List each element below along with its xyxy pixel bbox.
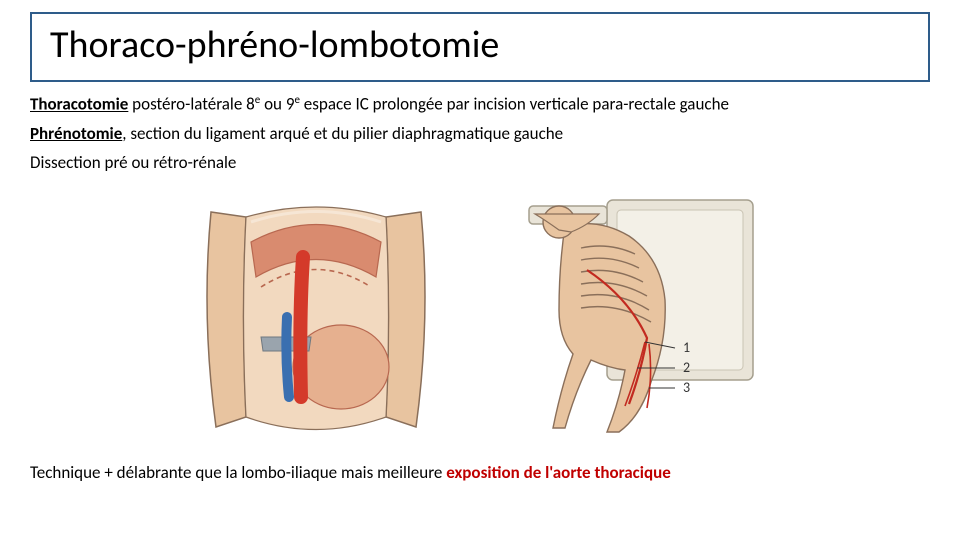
slide: Thoraco-phréno-lombotomie Thoracotomie p… [0,0,960,540]
footer-emphasis: exposition de l'aorte thoracique [446,462,671,483]
figure-patient-position: 1 2 3 [469,192,769,442]
slide-title: Thoraco-phréno-lombotomie [50,22,910,68]
body-line-2: Phrénotomie, section du ligament arqué e… [30,123,930,146]
anatomy-svg [191,187,441,447]
body-line-1: Thoracotomie postéro-latérale 8e ou 9e e… [30,92,930,117]
incision-label-1: 1 [683,339,690,356]
incision-label-2: 2 [683,359,690,376]
term-phrenotomie: Phrénotomie [30,123,122,144]
incision-label-3: 3 [683,379,690,396]
body-line-3: Dissection pré ou rétro-rénale [30,152,930,175]
title-box: Thoraco-phréno-lombotomie [30,12,930,82]
figures-row: 1 2 3 [30,182,930,452]
figure-anatomy [191,187,441,447]
term-thoracotomie: Thoracotomie [30,94,128,115]
footer-line: Technique + délabrante que la lombo-ilia… [30,462,930,485]
position-svg: 1 2 3 [469,192,769,442]
